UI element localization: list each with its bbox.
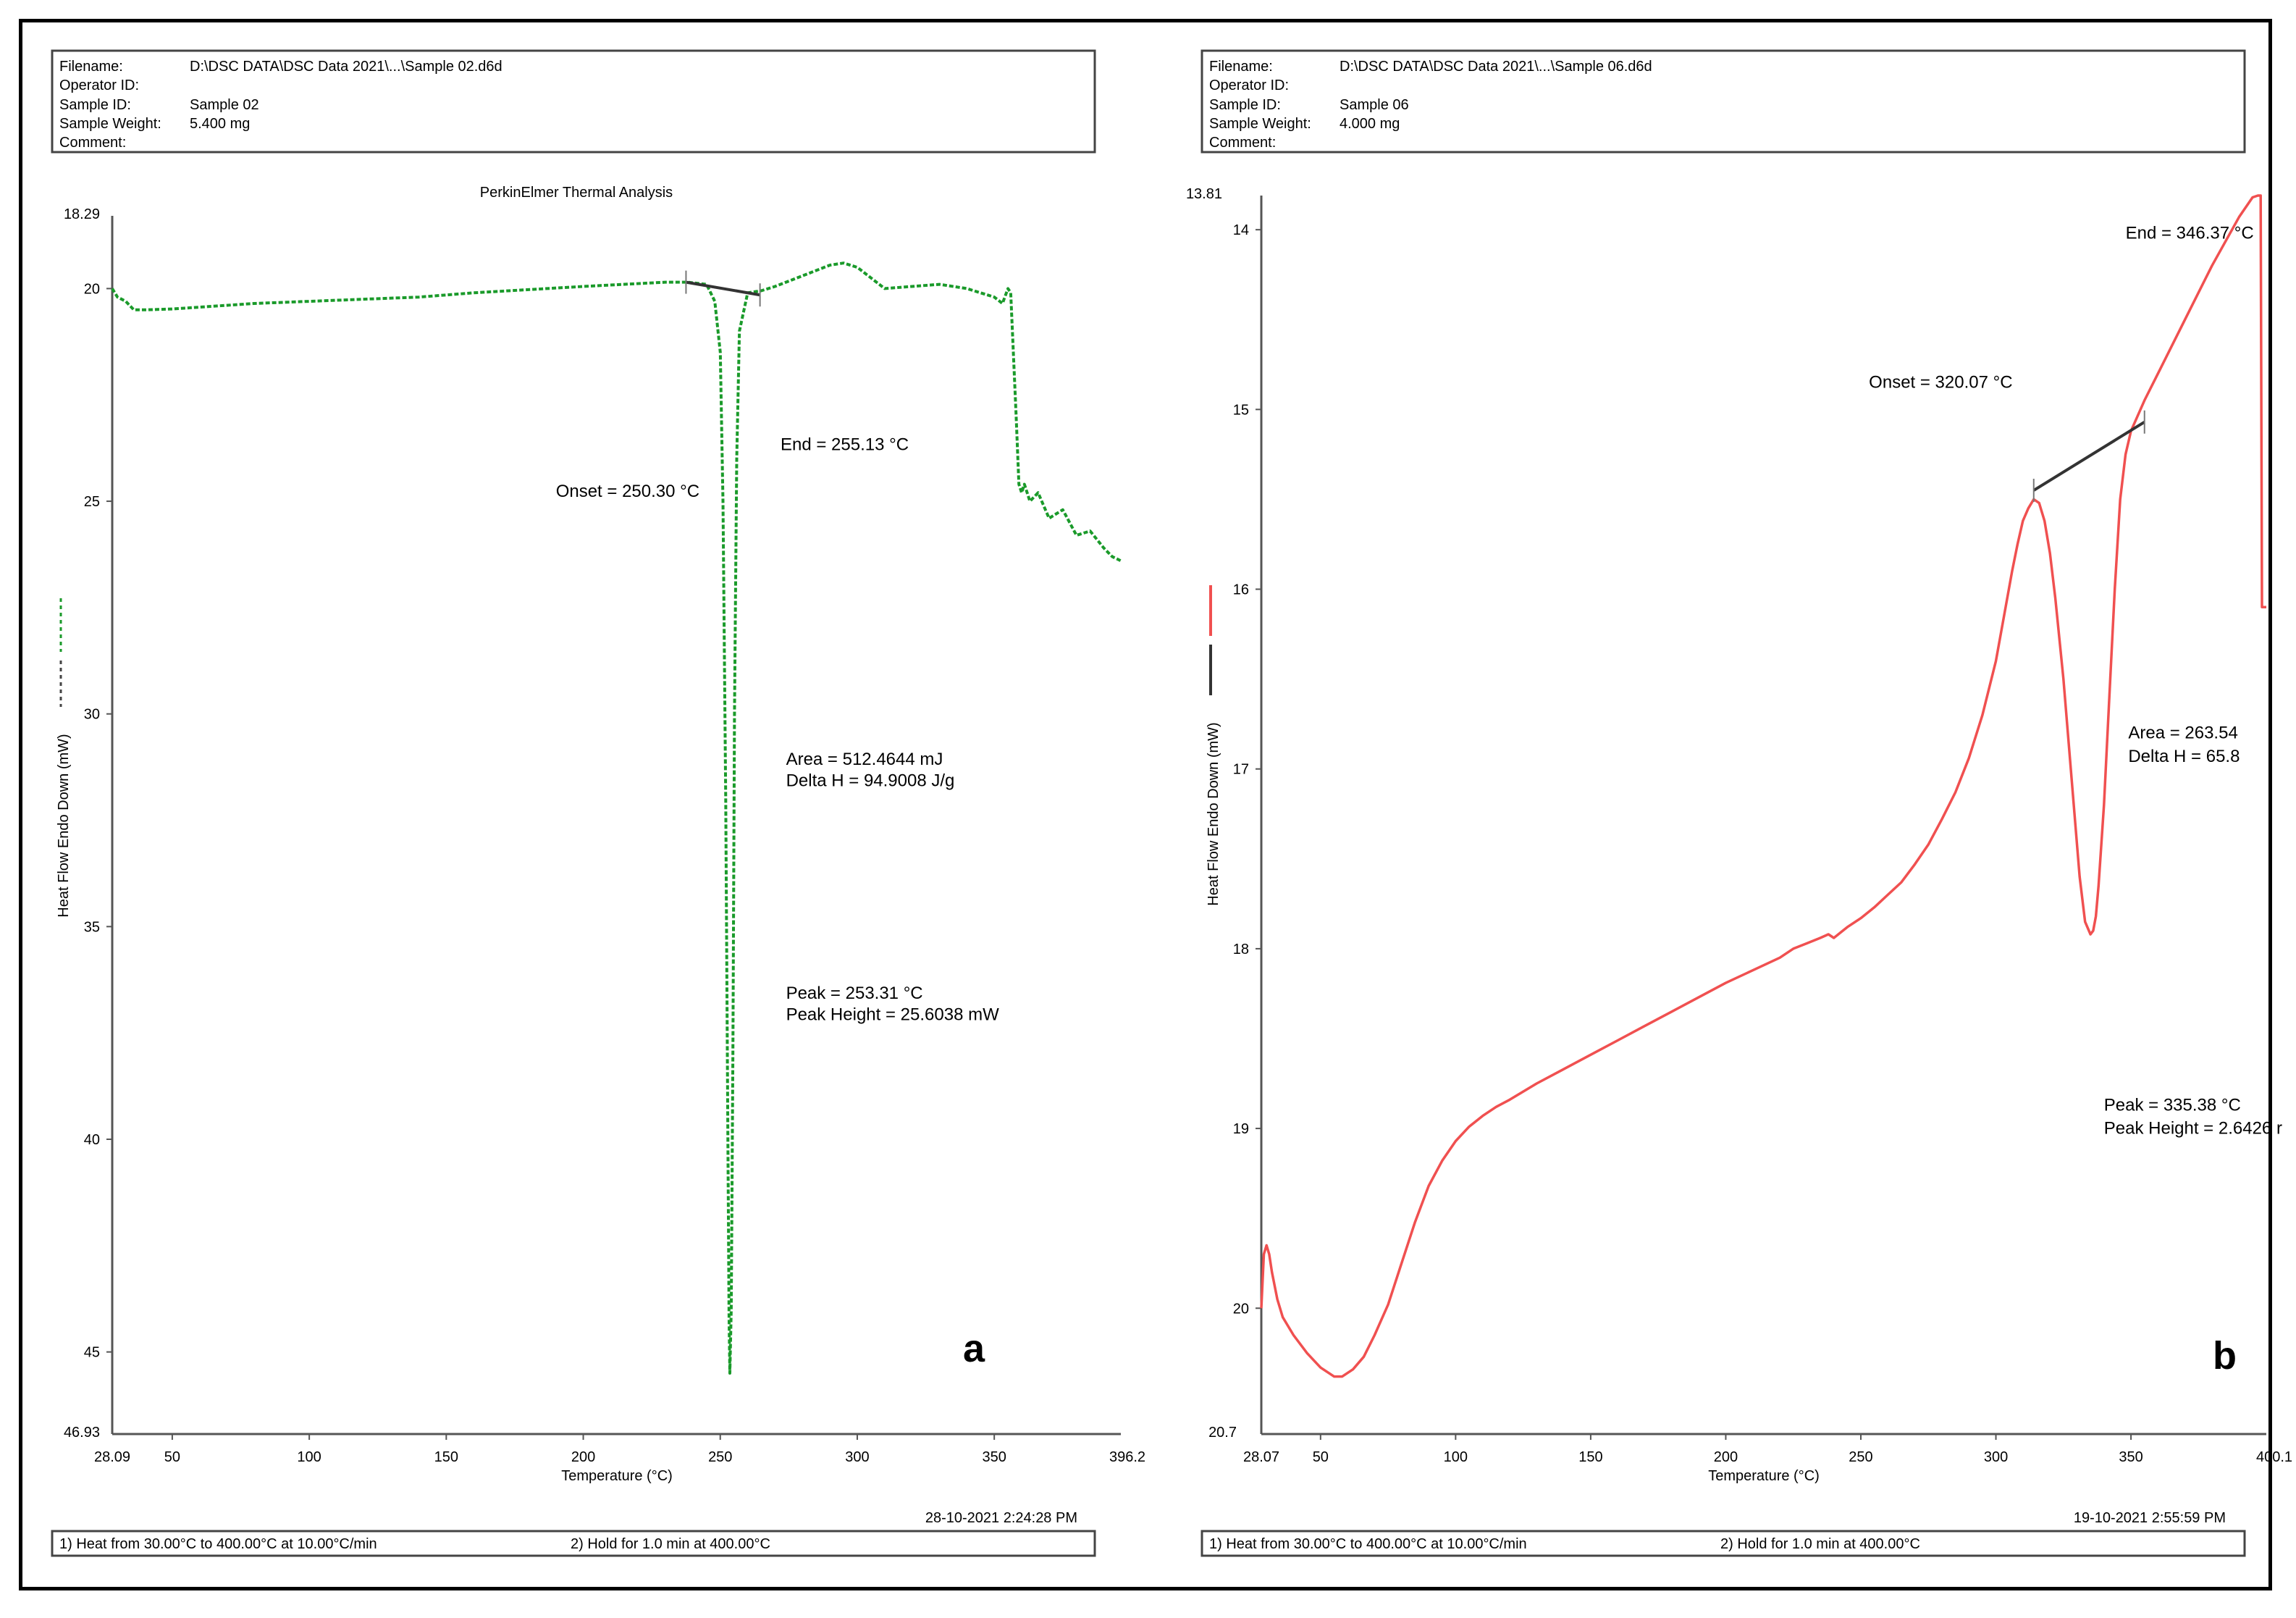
y-axis-title-a: Heat Flow Endo Down (mW) xyxy=(56,734,72,917)
timestamp-a: 28-10-2021 2:24:28 PM xyxy=(925,1510,1077,1526)
ticks-b: 50 100 150 200 250 300 350 14 15 16 17 18 19 20 xyxy=(1233,222,2143,1465)
method-box-b xyxy=(1200,1530,2246,1557)
x-tick-label-a: 300 xyxy=(845,1449,869,1465)
y-tick-label-b: 18 xyxy=(1233,942,1249,957)
info-box-a xyxy=(51,49,1096,154)
x-tick-label-b: 150 xyxy=(1578,1449,1602,1465)
annotation-b: Area = 263.54 xyxy=(2128,724,2237,743)
annotation-a: End = 255.13 °C xyxy=(781,435,909,455)
weight-value-b: 4.000 mg xyxy=(1340,116,1400,132)
y-tick-label-b: 17 xyxy=(1233,762,1249,778)
x-tick-label-a: 50 xyxy=(164,1449,180,1465)
timestamp-b: 19-10-2021 2:55:59 PM xyxy=(2074,1510,2226,1526)
plot-area-b: Onset = 320.07 °C End = 346.37 °C Area = 2… xyxy=(1260,194,2282,1378)
operator-label-a: Operator ID: xyxy=(59,77,139,93)
annotation-a: Peak Height = 25.6038 mW xyxy=(786,1005,1000,1025)
weight-label-a: Sample Weight: xyxy=(59,116,161,132)
x-tick-label-b: 250 xyxy=(1849,1449,1872,1465)
x-tick-label-b: 350 xyxy=(2119,1449,2142,1465)
sample-id-value-a: Sample 02 xyxy=(190,97,259,113)
y-max-label-b: 20.7 xyxy=(1208,1425,1237,1441)
x-tick-label-a: 250 xyxy=(708,1449,732,1465)
y-tick-label-b: 16 xyxy=(1233,582,1249,598)
method-step-1-b: 1) Heat from 30.00°C to 400.00°C at 10.0… xyxy=(1209,1536,1527,1552)
method-step-2-b: 2) Hold for 1.0 min at 400.00°C xyxy=(1720,1536,1920,1552)
x-tick-label-a: 200 xyxy=(571,1449,595,1465)
sample-id-label-b: Sample ID: xyxy=(1209,97,1281,113)
filename-value-a: D:\DSC DATA\DSC Data 2021\...\Sample 02.… xyxy=(190,59,502,75)
y-min-label-a: 18.29 xyxy=(64,206,100,222)
y-tick-label-a: 30 xyxy=(84,707,100,723)
x-axis-title-a: Temperature (°C) xyxy=(561,1468,673,1484)
method-box-a xyxy=(51,1530,1096,1557)
method-step-1-a: 1) Heat from 30.00°C to 400.00°C at 10.0… xyxy=(59,1536,377,1552)
annotation-b: Delta H = 65.8 xyxy=(2128,747,2240,766)
x-tick-label-b: 300 xyxy=(1984,1449,2008,1465)
weight-label-b: Sample Weight: xyxy=(1209,116,1311,132)
annotation-b: Peak = 335.38 °C xyxy=(2104,1095,2241,1115)
y-tick-label-b: 15 xyxy=(1233,402,1249,418)
comment-label-b: Comment: xyxy=(1209,135,1276,151)
panel-label-a: a xyxy=(963,1327,985,1370)
baseline-line-a xyxy=(686,280,760,297)
y-tick-label-b: 14 xyxy=(1233,222,1249,238)
panel-a: Filename: D:\DSC DATA\DSC Data 2021\...\… xyxy=(51,49,1145,1557)
sample-id-label-a: Sample ID: xyxy=(59,97,131,113)
comment-label-a: Comment: xyxy=(59,135,126,151)
series-line-b xyxy=(1260,194,2266,1378)
y-tick-label-a: 45 xyxy=(84,1345,100,1361)
x-tick-label-a: 350 xyxy=(982,1449,1006,1465)
y-tick-label-b: 19 xyxy=(1233,1121,1249,1137)
x-max-label-b: 400.1 xyxy=(2256,1449,2292,1465)
figure-frame xyxy=(19,19,2272,1590)
y-tick-label-b: 20 xyxy=(1233,1301,1249,1317)
info-box-b xyxy=(1200,49,2246,154)
panel-b: Filename: D:\DSC DATA\DSC Data 2021\...\… xyxy=(1186,49,2292,1557)
baseline-line-b xyxy=(2032,421,2145,492)
filename-label-a: Filename: xyxy=(59,59,123,75)
filename-label-b: Filename: xyxy=(1209,59,1273,75)
sample-id-value-b: Sample 06 xyxy=(1340,97,1409,113)
x-max-label-a: 396.2 xyxy=(1109,1449,1145,1465)
x-axis-title-b: Temperature (°C) xyxy=(1708,1468,1820,1484)
annotation-a: Area = 512.4644 mJ xyxy=(786,750,943,769)
y-min-label-b: 13.81 xyxy=(1186,186,1222,202)
x-tick-label-b: 200 xyxy=(1714,1449,1738,1465)
filename-value-b: D:\DSC DATA\DSC Data 2021\...\Sample 06.… xyxy=(1340,59,1652,75)
series-line-a xyxy=(111,261,1122,1375)
y-tick-label-a: 35 xyxy=(84,919,100,935)
annotation-a: Peak = 253.31 °C xyxy=(786,984,923,1003)
annotation-b: Peak Height = 2.6426 r xyxy=(2104,1119,2282,1139)
operator-label-b: Operator ID: xyxy=(1209,77,1289,93)
y-tick-label-a: 25 xyxy=(84,494,100,510)
y-tick-label-a: 20 xyxy=(84,281,100,297)
method-step-2-a: 2) Hold for 1.0 min at 400.00°C xyxy=(571,1536,770,1552)
ticks-a: 50 100 150 200 250 300 350 20 25 30 35 40 45 xyxy=(84,281,1006,1465)
x-tick-label-b: 50 xyxy=(1313,1449,1329,1465)
y-axis-title-b: Heat Flow Endo Down (mW) xyxy=(1206,722,1221,905)
x-tick-label-a: 100 xyxy=(297,1449,321,1465)
y-tick-label-a: 40 xyxy=(84,1132,100,1148)
y-max-label-a: 46.93 xyxy=(64,1425,100,1441)
x-min-label-b: 28.07 xyxy=(1243,1449,1279,1465)
x-min-label-a: 28.09 xyxy=(94,1449,130,1465)
annotation-a: Delta H = 94.9008 J/g xyxy=(786,771,955,791)
plot-area-a: Onset = 250.30 °C End = 255.13 °C Area = 5… xyxy=(111,261,1122,1375)
x-tick-label-a: 150 xyxy=(434,1449,458,1465)
chart-title-a: PerkinElmer Thermal Analysis xyxy=(480,185,673,201)
annotation-b: End = 346.37 °C xyxy=(2126,224,2254,243)
panel-label-b: b xyxy=(2213,1334,2237,1378)
annotation-b: Onset = 320.07 °C xyxy=(1869,373,2012,393)
annotation-a: Onset = 250.30 °C xyxy=(556,482,699,501)
x-tick-label-b: 100 xyxy=(1444,1449,1468,1465)
weight-value-a: 5.400 mg xyxy=(190,116,250,132)
